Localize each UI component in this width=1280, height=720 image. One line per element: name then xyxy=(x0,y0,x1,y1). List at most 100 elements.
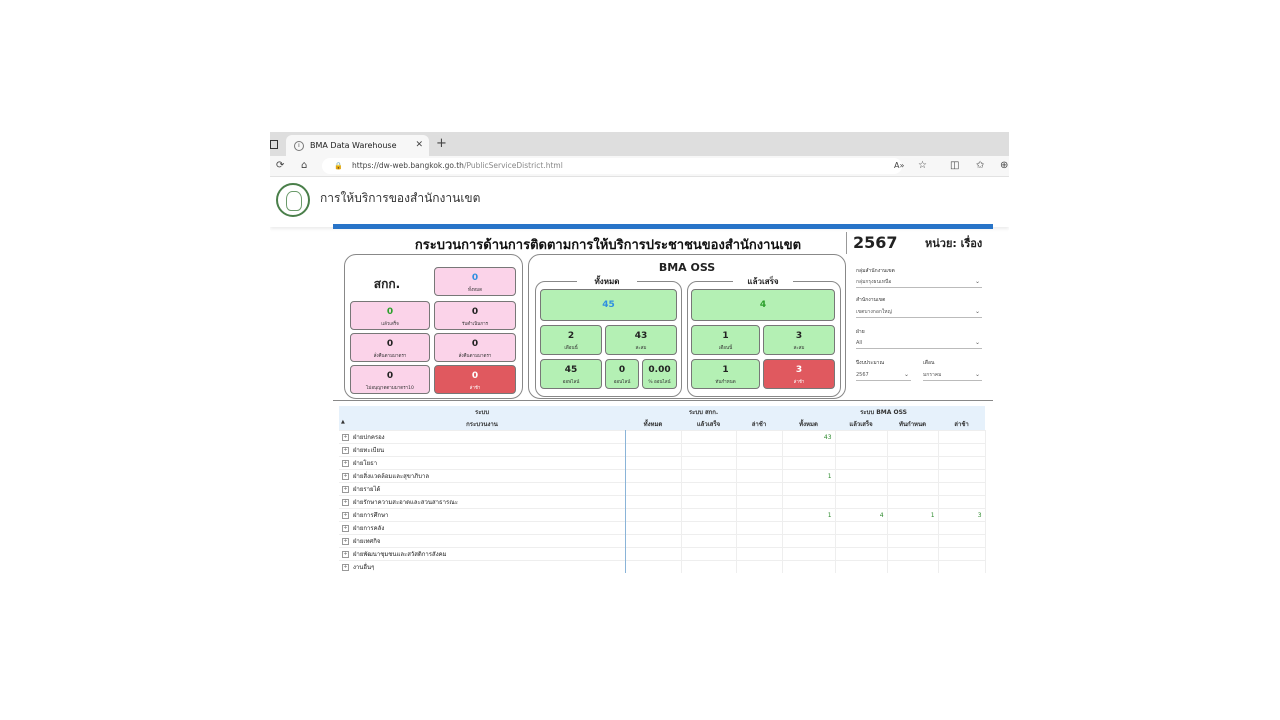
close-tab-icon[interactable]: ✕ xyxy=(415,140,423,150)
chevron-down-icon: ⌄ xyxy=(974,308,980,315)
header-col[interactable]: ล่าช้า xyxy=(938,418,986,431)
url-field[interactable]: 🔒 https://dw-web.bangkok.go.th/PublicSer… xyxy=(322,158,902,174)
table-row[interactable]: + ฝ่ายสิ่งแวดล้อมและสุขาภิบาล 1 xyxy=(339,469,986,483)
row-name-cell[interactable]: + ฝ่ายทะเบียน xyxy=(339,443,626,457)
table-row[interactable]: + ฝ่ายเทศกิจ xyxy=(339,534,986,548)
table-row[interactable]: + ฝ่ายรักษาความสะอาดและสวนสาธารณะ xyxy=(339,495,986,509)
table-row[interactable]: + ฝ่ายพัฒนาชุมชนและสวัสดิการสังคม xyxy=(339,547,986,561)
expand-icon[interactable]: + xyxy=(342,473,349,480)
browser-tab[interactable]: i BMA Data Warehouse ✕ xyxy=(286,135,429,156)
table-row[interactable]: + งานอื่นๆ xyxy=(339,560,986,573)
filter-division-select[interactable]: All ⌄ xyxy=(856,338,982,349)
expand-icon[interactable]: + xyxy=(342,512,349,519)
row-value-cell xyxy=(887,469,939,483)
row-value-cell xyxy=(736,456,783,470)
header-col[interactable]: แล้วเสร็จ xyxy=(681,418,736,431)
row-name-cell[interactable]: + ฝ่ายการคลัง xyxy=(339,521,626,535)
oss-done-month-card: 1 เดือนนี้ xyxy=(691,325,760,355)
row-value-cell xyxy=(681,534,737,548)
row-name: ฝ่ายสิ่งแวดล้อมและสุขาภิบาล xyxy=(353,473,430,480)
row-value-cell xyxy=(736,430,783,444)
row-value-cell xyxy=(835,469,888,483)
row-value-cell xyxy=(938,430,986,444)
row-name-cell[interactable]: + ฝ่ายโยธา xyxy=(339,456,626,470)
home-icon[interactable]: ⌂ xyxy=(301,160,308,171)
table-row[interactable]: + ฝ่ายทะเบียน xyxy=(339,443,986,457)
filter-district-select[interactable]: เขตบางกอกใหญ่ ⌄ xyxy=(856,307,982,318)
row-name: ฝ่ายปกครอง xyxy=(353,434,385,441)
row-value-cell xyxy=(782,456,836,470)
oss-panel: BMA OSS ทั้งหมด 45 2 เดือนนี้ 43 สะสม 45 ออ… xyxy=(528,254,846,399)
row-value-cell xyxy=(681,521,737,535)
row-value-cell xyxy=(782,521,836,535)
row-value-cell: 4 xyxy=(835,508,888,522)
row-name-cell[interactable]: + งานอื่นๆ xyxy=(339,560,626,573)
split-screen-icon[interactable]: ◫ xyxy=(950,160,960,171)
collections-icon[interactable]: ⊕ xyxy=(1000,160,1009,171)
table-row[interactable]: + ฝ่ายปกครอง 43 xyxy=(339,430,986,444)
header-col[interactable]: ทันกำหนด xyxy=(887,418,939,431)
expand-icon[interactable]: + xyxy=(342,551,349,558)
title-divider xyxy=(846,232,847,254)
sort-icon[interactable]: ▲ xyxy=(341,419,345,425)
row-name-cell[interactable]: + ฝ่ายปกครอง xyxy=(339,430,626,444)
header-process[interactable]: ▲ กระบวนงาน xyxy=(339,418,625,431)
address-bar-row: ⟳ ⌂ 🔒 https://dw-web.bangkok.go.th/Publi… xyxy=(270,156,1009,177)
row-name-cell[interactable]: + ฝ่ายรักษาความสะอาดและสวนสาธารณะ xyxy=(339,495,626,509)
header-col[interactable]: ล่าช้า xyxy=(736,418,783,431)
filter-division-label: ฝ่าย xyxy=(856,329,865,335)
table-row[interactable]: + ฝ่ายการคลัง xyxy=(339,521,986,535)
row-value-cell xyxy=(736,482,783,496)
filter-month-select[interactable]: มกราคม ⌄ xyxy=(923,370,982,381)
sakk-order-a-card: 0 สั่งคืนตามมาตรา xyxy=(350,333,430,362)
table-row[interactable]: + ฝ่ายรายได้ xyxy=(339,482,986,496)
tab-title: BMA Data Warehouse xyxy=(310,141,397,150)
expand-icon[interactable]: + xyxy=(342,499,349,506)
read-aloud-icon[interactable]: A» xyxy=(894,161,905,170)
lock-icon: 🔒 xyxy=(334,162,343,170)
sakk-in-progress-card: 0 รับดำเนินการ xyxy=(434,301,516,330)
row-value-cell xyxy=(835,430,888,444)
row-value-cell xyxy=(625,495,682,509)
expand-icon[interactable]: + xyxy=(342,460,349,467)
table-row[interactable]: + ฝ่ายโยธา xyxy=(339,456,986,470)
favicon-icon: i xyxy=(294,141,304,151)
filter-group-select[interactable]: กลุ่มกรุงธนเหนือ ⌄ xyxy=(856,277,982,288)
row-value-cell xyxy=(782,547,836,561)
row-name-cell[interactable]: + ฝ่ายสิ่งแวดล้อมและสุขาภิบาล xyxy=(339,469,626,483)
row-value-cell xyxy=(887,534,939,548)
expand-icon[interactable]: + xyxy=(342,525,349,532)
row-name-cell[interactable]: + ฝ่ายเทศกิจ xyxy=(339,534,626,548)
row-value-cell xyxy=(887,560,939,573)
expand-icon[interactable]: + xyxy=(342,434,349,441)
row-name-cell[interactable]: + ฝ่ายการศึกษา xyxy=(339,508,626,522)
expand-icon[interactable]: + xyxy=(342,447,349,454)
favorite-star-icon[interactable]: ☆ xyxy=(918,160,927,171)
expand-icon[interactable]: + xyxy=(342,538,349,545)
oss-all-total-card: 45 xyxy=(540,289,677,321)
row-value-cell xyxy=(887,482,939,496)
refresh-icon[interactable]: ⟳ xyxy=(276,160,285,171)
filter-fiscal-year-select[interactable]: 2567 ⌄ xyxy=(856,370,911,381)
row-value-cell xyxy=(625,534,682,548)
row-name-cell[interactable]: + ฝ่ายรายได้ xyxy=(339,482,626,496)
row-value-cell xyxy=(625,560,682,573)
header-col[interactable]: ทั้งหมด xyxy=(782,418,836,431)
new-tab-icon[interactable]: + xyxy=(436,136,447,151)
row-value-cell xyxy=(835,547,888,561)
row-value-cell xyxy=(736,495,783,509)
row-name: งานอื่นๆ xyxy=(353,564,375,571)
header-col[interactable]: ทั้งหมด xyxy=(625,418,681,431)
row-value-cell xyxy=(782,560,836,573)
row-name: ฝ่ายการศึกษา xyxy=(353,512,389,519)
row-value-cell xyxy=(938,560,986,573)
process-table: ระบบ ระบบ สกก. ระบบ BMA OSS ▲ กระบวนงาน … xyxy=(339,406,986,573)
expand-icon[interactable]: + xyxy=(342,564,349,571)
window-menu-icon[interactable] xyxy=(270,140,278,149)
table-row[interactable]: + ฝ่ายการศึกษา 1 4 1 3 xyxy=(339,508,986,522)
header-col[interactable]: แล้วเสร็จ xyxy=(835,418,888,431)
section-divider xyxy=(333,400,993,401)
expand-icon[interactable]: + xyxy=(342,486,349,493)
favorites-icon[interactable]: ✩ xyxy=(976,160,985,171)
row-name-cell[interactable]: + ฝ่ายพัฒนาชุมชนและสวัสดิการสังคม xyxy=(339,547,626,561)
